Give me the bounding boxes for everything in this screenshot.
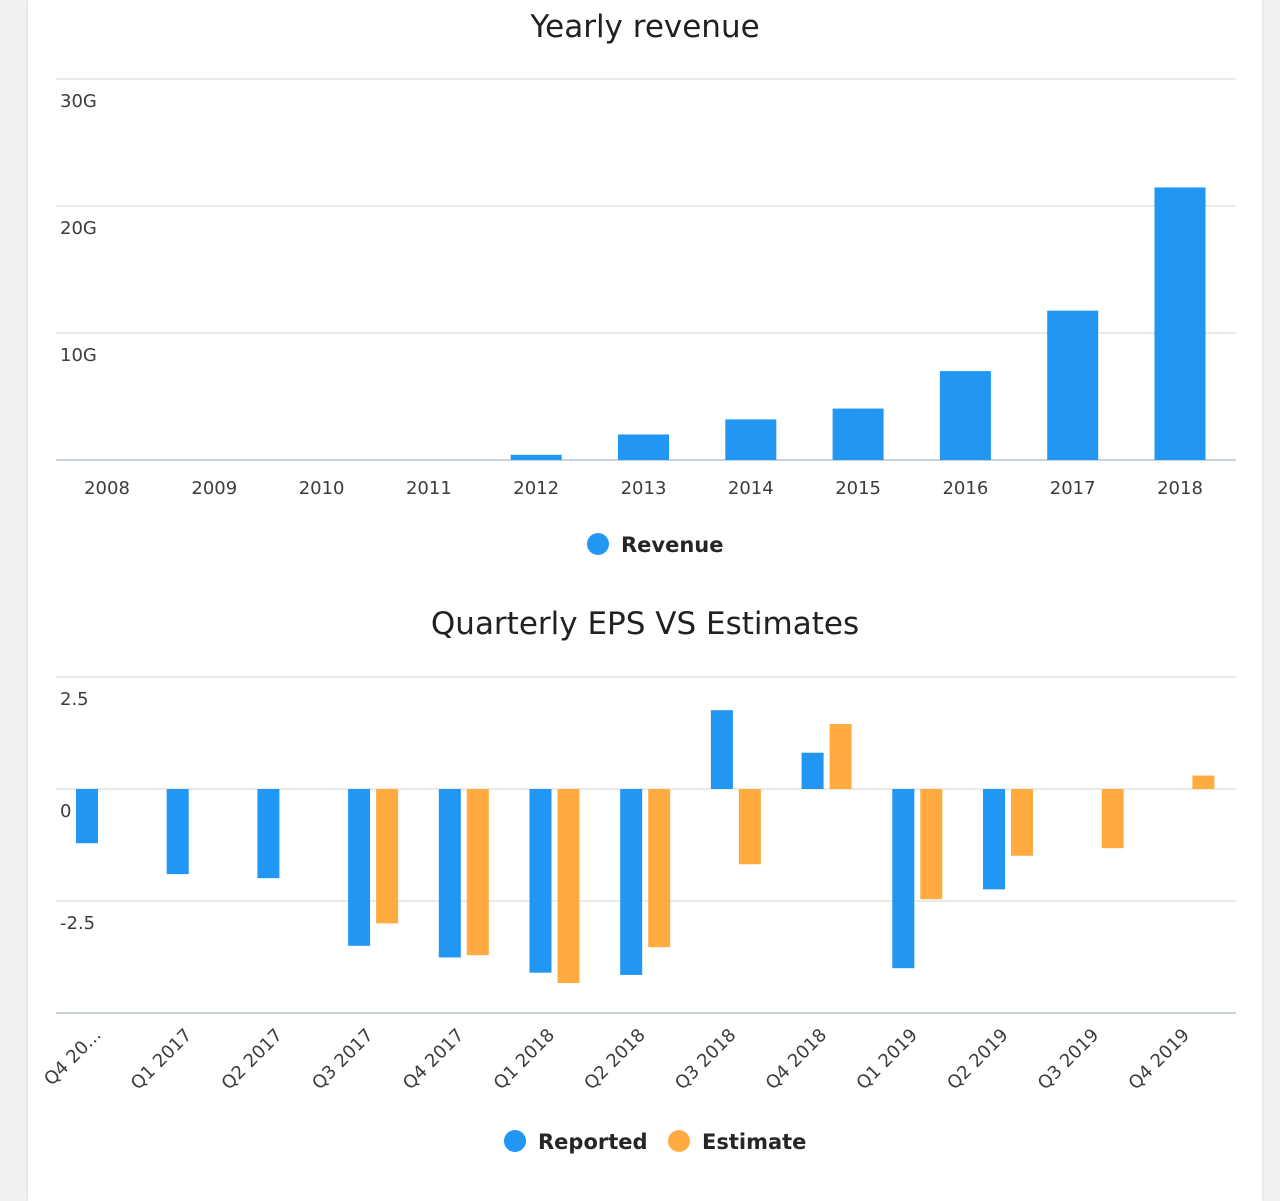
eps-reported-bar <box>801 752 824 789</box>
revenue-bar <box>510 454 562 460</box>
revenue-x-tick-label: 2009 <box>191 478 237 499</box>
eps-bars <box>76 710 1215 983</box>
revenue-y-tick-label: 20G <box>60 218 97 239</box>
eps-x-axis: Q4 20... Q1 2017 Q2 2017 Q3 2017 Q4 2017 Q1 2… <box>40 1025 1194 1094</box>
yearly-revenue-chart: Yearly revenue 10G 20G 30G 2008 2009 2010 201… <box>56 9 1236 557</box>
revenue-bar <box>618 434 669 460</box>
eps-estimate-bar <box>466 789 489 956</box>
eps-estimate-bar <box>1192 775 1215 789</box>
revenue-legend-marker <box>587 533 609 555</box>
eps-reported-bar <box>529 789 552 973</box>
revenue-x-tick-label: 2015 <box>835 478 881 499</box>
reported-legend-marker <box>504 1130 526 1152</box>
revenue-x-tick-label: 2011 <box>406 478 452 499</box>
eps-gridlines <box>56 676 1236 1014</box>
estimate-legend-marker <box>668 1130 690 1152</box>
reported-legend-label: Reported <box>538 1130 648 1154</box>
eps-x-tick-label: Q3 2018 <box>671 1025 740 1094</box>
revenue-bar <box>939 371 991 460</box>
eps-chart-title: Quarterly EPS VS Estimates <box>431 606 859 642</box>
revenue-x-tick-label: 2017 <box>1050 478 1096 499</box>
revenue-chart-title: Yearly revenue <box>529 9 759 45</box>
eps-x-tick-label: Q2 2017 <box>218 1025 287 1094</box>
revenue-bar <box>1154 187 1206 460</box>
eps-reported-bar <box>348 789 371 946</box>
revenue-bar <box>832 408 884 460</box>
revenue-bar <box>725 419 777 460</box>
eps-reported-bar <box>892 789 915 969</box>
eps-estimate-bar <box>557 789 580 983</box>
revenue-legend-label: Revenue <box>621 533 724 557</box>
eps-x-tick-label: Q1 2017 <box>127 1025 196 1094</box>
eps-x-tick-label: Q2 2018 <box>580 1025 649 1094</box>
charts-card <box>28 0 1262 1201</box>
eps-x-tick-label: Q4 20... <box>40 1025 105 1090</box>
revenue-x-tick-label: 2012 <box>513 478 559 499</box>
eps-y-tick-label: -2.5 <box>60 913 95 934</box>
eps-reported-bar <box>620 789 643 975</box>
eps-legend[interactable]: Reported Estimate <box>504 1130 806 1154</box>
revenue-bars <box>510 187 1206 460</box>
eps-x-tick-label: Q4 2017 <box>399 1025 468 1094</box>
eps-y-tick-label: 2.5 <box>60 689 89 710</box>
eps-y-axis: -2.5 0 2.5 <box>60 689 95 934</box>
eps-x-tick-label: Q4 2018 <box>762 1025 831 1094</box>
revenue-x-tick-label: 2014 <box>728 478 774 499</box>
revenue-y-tick-label: 30G <box>60 91 97 112</box>
eps-x-tick-label: Q3 2019 <box>1034 1025 1103 1094</box>
eps-x-tick-label: Q2 2019 <box>943 1025 1012 1094</box>
revenue-x-tick-label: 2008 <box>84 478 130 499</box>
revenue-x-tick-label: 2013 <box>621 478 667 499</box>
eps-x-tick-label: Q4 2019 <box>1125 1025 1194 1094</box>
eps-estimate-bar <box>648 789 671 948</box>
revenue-y-tick-label: 10G <box>60 345 97 366</box>
eps-reported-bar <box>257 789 280 879</box>
eps-x-tick-label: Q1 2018 <box>490 1025 559 1094</box>
eps-estimate-bar <box>829 724 852 789</box>
eps-estimate-bar <box>920 789 943 900</box>
revenue-y-axis: 10G 20G 30G <box>60 91 97 366</box>
eps-estimate-bar <box>1101 789 1124 849</box>
revenue-x-axis: 2008 2009 2010 2011 2012 2013 2014 2015 2016 2017… <box>84 478 1203 499</box>
eps-x-tick-label: Q1 2019 <box>852 1025 921 1094</box>
eps-y-tick-label: 0 <box>60 801 71 822</box>
eps-x-tick-label: Q3 2017 <box>308 1025 377 1094</box>
eps-estimate-bar <box>738 789 761 865</box>
revenue-legend[interactable]: Revenue <box>587 533 724 557</box>
estimate-legend-label: Estimate <box>702 1130 806 1154</box>
revenue-bar <box>1047 310 1099 460</box>
eps-estimate-bar <box>376 789 399 924</box>
revenue-x-tick-label: 2016 <box>942 478 988 499</box>
eps-estimate-bar <box>1011 789 1033 856</box>
eps-reported-bar <box>166 789 189 875</box>
revenue-x-tick-label: 2018 <box>1157 478 1203 499</box>
quarterly-eps-chart: Quarterly EPS VS Estimates -2.5 0 2.5 Q4 2… <box>40 606 1236 1154</box>
eps-reported-bar <box>76 789 98 844</box>
eps-reported-bar <box>983 789 1005 890</box>
eps-reported-bar <box>438 789 461 958</box>
revenue-x-tick-label: 2010 <box>299 478 345 499</box>
eps-reported-bar <box>710 710 733 789</box>
